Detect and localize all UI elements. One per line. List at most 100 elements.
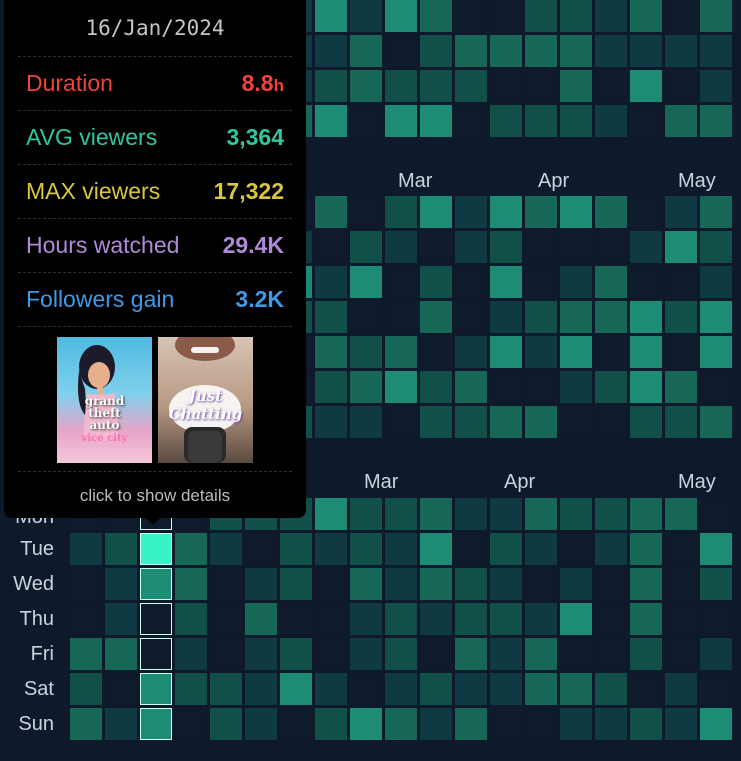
heatmap-cell[interactable] bbox=[560, 498, 592, 530]
heatmap-cell[interactable] bbox=[700, 603, 732, 635]
heatmap-cell[interactable] bbox=[525, 708, 557, 740]
heatmap-cell[interactable] bbox=[175, 533, 207, 565]
heatmap-cell[interactable] bbox=[420, 105, 452, 137]
heatmap-cell[interactable] bbox=[350, 0, 382, 32]
heatmap-cell[interactable] bbox=[420, 603, 452, 635]
heatmap-cell[interactable] bbox=[525, 638, 557, 670]
heatmap-cell[interactable] bbox=[595, 0, 627, 32]
heatmap-cell[interactable] bbox=[665, 498, 697, 530]
heatmap-cell[interactable] bbox=[455, 336, 487, 368]
heatmap-cell[interactable] bbox=[595, 533, 627, 565]
heatmap-cell[interactable] bbox=[455, 638, 487, 670]
heatmap-cell[interactable] bbox=[560, 301, 592, 333]
heatmap-cell[interactable] bbox=[700, 0, 732, 32]
heatmap-cell[interactable] bbox=[560, 603, 592, 635]
heatmap-cell[interactable] bbox=[630, 35, 662, 67]
heatmap-cell[interactable] bbox=[630, 231, 662, 263]
heatmap-cell[interactable] bbox=[525, 406, 557, 438]
heatmap-cell[interactable] bbox=[350, 105, 382, 137]
heatmap-cell[interactable] bbox=[105, 533, 137, 565]
heatmap-cell[interactable] bbox=[315, 0, 347, 32]
heatmap-cell[interactable] bbox=[350, 533, 382, 565]
heatmap-cell[interactable] bbox=[280, 603, 312, 635]
heatmap-cell[interactable] bbox=[385, 603, 417, 635]
gta-vice-city-thumbnail[interactable]: grand theft auto vice city bbox=[57, 337, 152, 463]
heatmap-cell[interactable] bbox=[315, 673, 347, 705]
heatmap-cell[interactable] bbox=[665, 70, 697, 102]
heatmap-cell[interactable] bbox=[595, 70, 627, 102]
heatmap-cell[interactable] bbox=[490, 35, 522, 67]
heatmap-cell[interactable] bbox=[175, 568, 207, 600]
heatmap-cell[interactable] bbox=[525, 105, 557, 137]
heatmap-cell[interactable] bbox=[525, 603, 557, 635]
heatmap-cell[interactable] bbox=[105, 603, 137, 635]
heatmap-cell[interactable] bbox=[385, 70, 417, 102]
heatmap-cell[interactable] bbox=[385, 708, 417, 740]
heatmap-cell[interactable] bbox=[560, 406, 592, 438]
heatmap-cell[interactable] bbox=[210, 708, 242, 740]
heatmap-cell[interactable] bbox=[630, 498, 662, 530]
heatmap-cell[interactable] bbox=[175, 708, 207, 740]
heatmap-cell[interactable] bbox=[595, 371, 627, 403]
heatmap-cell[interactable] bbox=[525, 266, 557, 298]
heatmap-cell[interactable] bbox=[350, 406, 382, 438]
heatmap-cell[interactable] bbox=[210, 673, 242, 705]
heatmap-cell[interactable] bbox=[665, 0, 697, 32]
heatmap-cell[interactable] bbox=[490, 533, 522, 565]
heatmap-cell[interactable] bbox=[350, 708, 382, 740]
heatmap-cell[interactable] bbox=[175, 603, 207, 635]
heatmap-cell[interactable] bbox=[385, 673, 417, 705]
heatmap-cell[interactable] bbox=[665, 406, 697, 438]
heatmap-cell[interactable] bbox=[350, 603, 382, 635]
heatmap-cell[interactable] bbox=[490, 498, 522, 530]
heatmap-cell[interactable] bbox=[630, 406, 662, 438]
heatmap-cell[interactable] bbox=[525, 0, 557, 32]
heatmap-cell[interactable] bbox=[210, 533, 242, 565]
heatmap-cell[interactable] bbox=[595, 35, 627, 67]
heatmap-cell[interactable] bbox=[700, 568, 732, 600]
heatmap-cell[interactable] bbox=[385, 406, 417, 438]
heatmap-cell[interactable] bbox=[280, 708, 312, 740]
heatmap-cell[interactable] bbox=[245, 603, 277, 635]
heatmap-cell[interactable] bbox=[70, 568, 102, 600]
heatmap-cell[interactable] bbox=[350, 231, 382, 263]
heatmap-cell[interactable] bbox=[525, 301, 557, 333]
heatmap-cell[interactable] bbox=[420, 70, 452, 102]
heatmap-cell[interactable] bbox=[560, 105, 592, 137]
heatmap-cell[interactable] bbox=[700, 231, 732, 263]
heatmap-cell[interactable] bbox=[420, 266, 452, 298]
heatmap-cell[interactable] bbox=[455, 301, 487, 333]
heatmap-cell[interactable] bbox=[350, 371, 382, 403]
heatmap-cell[interactable] bbox=[630, 0, 662, 32]
heatmap-cell[interactable] bbox=[315, 336, 347, 368]
heatmap-cell[interactable] bbox=[665, 638, 697, 670]
heatmap-cell[interactable] bbox=[700, 371, 732, 403]
heatmap-cell[interactable] bbox=[420, 371, 452, 403]
heatmap-cell[interactable] bbox=[665, 603, 697, 635]
heatmap-cell[interactable] bbox=[245, 568, 277, 600]
heatmap-cell[interactable] bbox=[525, 336, 557, 368]
heatmap-cell[interactable] bbox=[595, 708, 627, 740]
heatmap-cell[interactable] bbox=[350, 638, 382, 670]
heatmap-cell[interactable] bbox=[350, 336, 382, 368]
heatmap-cell[interactable] bbox=[245, 673, 277, 705]
heatmap-cell[interactable] bbox=[525, 70, 557, 102]
heatmap-cell[interactable] bbox=[490, 708, 522, 740]
heatmap-cell[interactable] bbox=[490, 673, 522, 705]
heatmap-cell[interactable] bbox=[490, 371, 522, 403]
heatmap-cell[interactable] bbox=[70, 673, 102, 705]
heatmap-cell[interactable] bbox=[595, 568, 627, 600]
heatmap-cell[interactable] bbox=[420, 231, 452, 263]
heatmap-cell[interactable] bbox=[665, 673, 697, 705]
show-details-hint[interactable]: click to show details bbox=[79, 486, 231, 505]
heatmap-cell[interactable] bbox=[700, 638, 732, 670]
heatmap-cell[interactable] bbox=[455, 105, 487, 137]
heatmap-cell[interactable] bbox=[560, 231, 592, 263]
heatmap-cell[interactable] bbox=[350, 568, 382, 600]
heatmap-cell[interactable] bbox=[455, 533, 487, 565]
heatmap-cell[interactable] bbox=[385, 266, 417, 298]
heatmap-cell[interactable] bbox=[630, 638, 662, 670]
heatmap-cell[interactable] bbox=[490, 406, 522, 438]
heatmap-cell[interactable] bbox=[630, 196, 662, 228]
heatmap-cell[interactable] bbox=[420, 498, 452, 530]
